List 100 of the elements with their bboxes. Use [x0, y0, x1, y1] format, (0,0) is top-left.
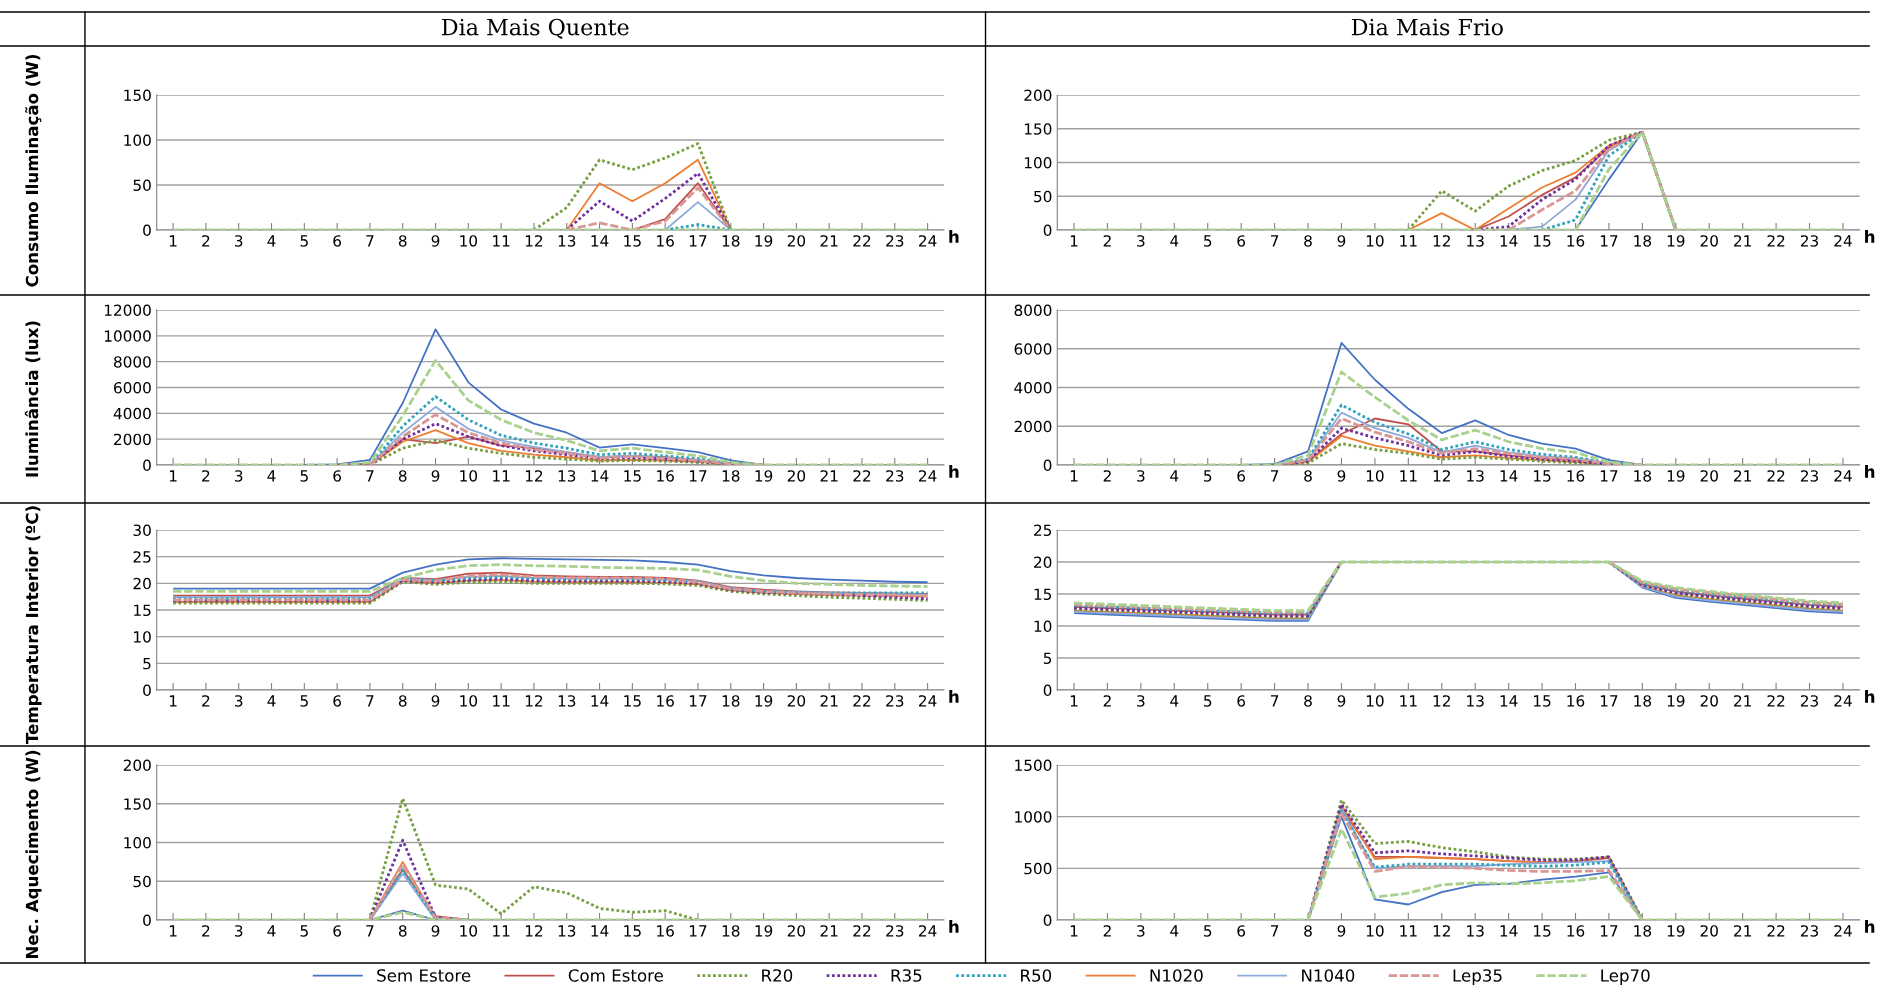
y-tick-label: 50 — [133, 179, 151, 192]
x-tick-label: 4 — [267, 470, 276, 482]
x-tick-label: 3 — [235, 925, 243, 937]
y-tick-label: 1500 — [1015, 759, 1052, 772]
y-tick-label: 0 — [1043, 684, 1052, 697]
x-tick-label: 19 — [1667, 470, 1685, 482]
y-tick-label: 8000 — [1014, 304, 1052, 317]
x-tick-label: 13 — [558, 470, 576, 482]
y-tick-label: 500 — [1024, 862, 1052, 875]
x-tick-label: 9 — [1337, 695, 1346, 707]
x-tick-label: 9 — [1337, 470, 1346, 482]
x-tick-label: 21 — [1734, 695, 1751, 707]
y-tick-label: 200 — [123, 759, 151, 772]
x-tick-label: 23 — [1800, 925, 1819, 937]
x-tick-label: 11 — [493, 235, 510, 247]
x-tick-label: 18 — [1634, 235, 1652, 247]
x-tick-label: 5 — [300, 235, 308, 247]
x-axis-title: h — [949, 230, 959, 243]
legend-label: Lep70 — [1601, 969, 1650, 985]
x-tick-label: 21 — [820, 925, 838, 937]
x-tick-label: 13 — [1467, 695, 1484, 707]
y-tick-label: 20 — [1034, 556, 1052, 569]
x-tick-label: 14 — [1500, 235, 1518, 247]
x-tick-label: 2 — [202, 695, 210, 707]
x-tick-label: 6 — [333, 470, 342, 482]
x-tick-label: 22 — [853, 695, 871, 707]
y-tick-label: 0 — [143, 914, 151, 927]
x-tick-label: 16 — [657, 695, 674, 707]
x-tick-label: 20 — [787, 925, 806, 937]
x-tick-label: 11 — [493, 925, 510, 937]
x-tick-label: 23 — [886, 925, 904, 937]
x-axis-title: h — [1865, 690, 1875, 703]
x-tick-label: 21 — [820, 470, 838, 482]
x-tick-label: 18 — [722, 925, 740, 937]
x-tick-label: 22 — [1767, 925, 1785, 937]
x-tick-label: 23 — [1800, 235, 1819, 247]
x-tick-label: 24 — [1834, 470, 1852, 482]
x-tick-label: 12 — [525, 470, 543, 482]
x-tick-label: 14 — [591, 235, 609, 247]
x-tick-label: 21 — [1734, 235, 1751, 247]
x-tick-label: 12 — [525, 695, 543, 707]
legend-label: R35 — [891, 969, 922, 982]
x-tick-label: 16 — [657, 470, 674, 482]
x-tick-label: 24 — [1834, 235, 1852, 247]
x-tick-label: 6 — [1237, 235, 1246, 247]
x-tick-label: 8 — [398, 470, 407, 482]
x-tick-label: 19 — [1667, 695, 1685, 707]
x-tick-label: 17 — [1600, 470, 1618, 482]
x-axis-title: h — [949, 920, 959, 933]
legend-label: Sem Estore — [377, 969, 471, 982]
y-tick-label: 4000 — [1014, 381, 1052, 394]
x-tick-label: 21 — [1734, 925, 1751, 937]
x-tick-label: 15 — [624, 925, 641, 937]
x-tick-label: 9 — [431, 695, 440, 707]
x-tick-label: 19 — [755, 695, 773, 707]
x-tick-label: 5 — [1204, 925, 1212, 937]
x-tick-label: 10 — [1366, 235, 1384, 247]
x-tick-label: 14 — [1500, 925, 1518, 937]
x-tick-label: 8 — [398, 925, 407, 937]
x-tick-label: 12 — [1433, 695, 1450, 707]
x-tick-label: 15 — [1534, 695, 1551, 707]
x-tick-label: 15 — [624, 695, 641, 707]
x-tick-label: 13 — [1467, 235, 1484, 247]
x-tick-label: 8 — [1304, 695, 1312, 707]
x-tick-label: 18 — [722, 695, 740, 707]
y-tick-label: 2000 — [1014, 420, 1052, 433]
x-tick-label: 8 — [1304, 925, 1312, 937]
x-tick-label: 19 — [1667, 235, 1685, 247]
x-tick-label: 10 — [460, 925, 478, 937]
x-tick-label: 22 — [1767, 235, 1785, 247]
x-tick-label: 11 — [1400, 695, 1417, 707]
x-tick-label: 19 — [755, 925, 773, 937]
x-tick-label: 6 — [1237, 925, 1246, 937]
x-tick-label: 18 — [1634, 925, 1652, 937]
x-tick-label: 17 — [689, 925, 707, 937]
y-tick-label: 0 — [1043, 914, 1052, 927]
x-tick-label: 24 — [919, 235, 937, 247]
line-series — [1072, 827, 1845, 920]
x-tick-label: 11 — [493, 695, 510, 707]
x-tick-label: 2 — [1103, 235, 1111, 247]
x-tick-label: 12 — [1433, 470, 1450, 482]
line-series — [532, 142, 733, 230]
x-tick-label: 20 — [787, 235, 806, 247]
x-tick-label: 4 — [1170, 695, 1179, 707]
x-tick-label: 1 — [1070, 925, 1078, 937]
x-tick-label: 2 — [202, 925, 210, 937]
x-tick-label: 19 — [755, 235, 773, 247]
x-tick-label: 4 — [1170, 925, 1179, 937]
x-tick-label: 2 — [202, 470, 210, 482]
x-tick-label: 16 — [1567, 470, 1585, 482]
x-tick-label: 4 — [267, 925, 276, 937]
x-tick-label: 6 — [333, 695, 342, 707]
x-tick-label: 21 — [820, 235, 838, 247]
x-tick-label: 22 — [1767, 695, 1785, 707]
y-axis-title: Nec. Aquecimento (W) — [25, 750, 42, 959]
x-tick-label: 4 — [267, 695, 276, 707]
x-tick-label: 12 — [525, 925, 543, 937]
x-tick-label: 20 — [787, 470, 806, 482]
x-tick-label: 9 — [1337, 235, 1346, 247]
x-tick-label: 1 — [169, 695, 177, 707]
